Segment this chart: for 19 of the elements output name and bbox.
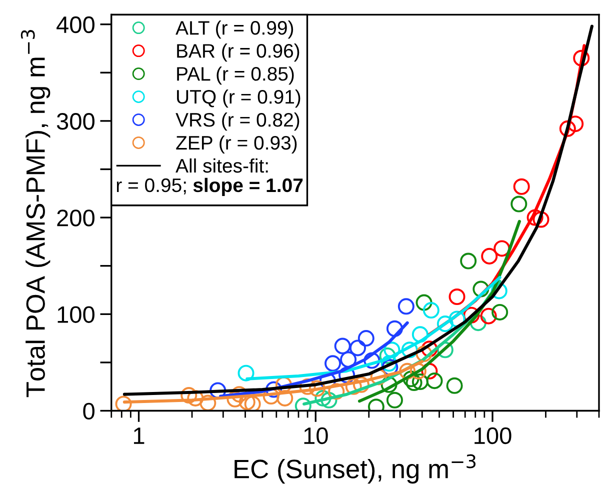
legend-label: ALT (r = 0.99): [176, 20, 294, 39]
y-tick-label: 100: [58, 306, 94, 323]
annotation: r = 0.95;: [116, 178, 186, 194]
y-axis-title: Total POA (AMS-PMF), ng m$^{−3}$: [20, 30, 50, 398]
x-tick-label: 10: [304, 427, 328, 444]
legend-label: BAR (r = 0.96): [177, 43, 300, 62]
legend-label: ZEP (r = 0.93): [176, 135, 297, 154]
y-tick-label: 0: [83, 402, 94, 420]
x-tick-label: 100: [474, 427, 512, 444]
y-tick-label: 400: [56, 16, 94, 34]
legend-label: PAL (r = 0.85): [177, 66, 294, 85]
legend-label: All sites-fit:: [176, 158, 268, 173]
x-axis-title: EC (Sunset), ng m$^{−3}$: [234, 454, 476, 484]
x-tick-label: 1: [134, 428, 144, 444]
legend-label: UTQ (r = 0.91): [177, 89, 300, 108]
legend-label: VRS (r = 0.82): [176, 112, 300, 131]
y-tick-label: 300: [56, 113, 94, 130]
annotation: slope = 1.07: [193, 178, 303, 196]
y-tick-label: 200: [57, 210, 94, 226]
